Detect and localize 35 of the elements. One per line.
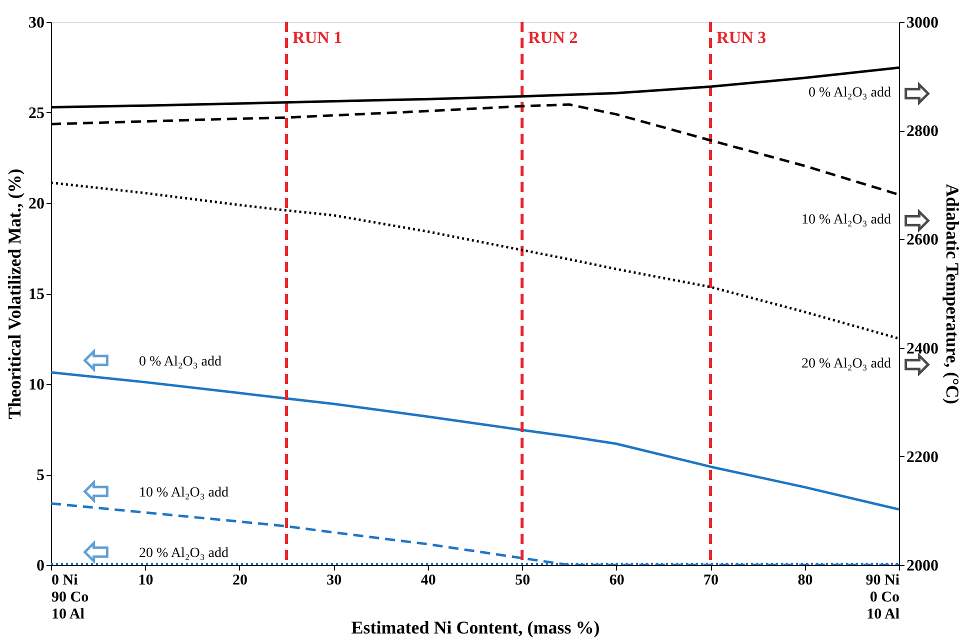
- annotation: 10 % Al₂O₃ add: [139, 485, 228, 500]
- y2-tick-label: 2600: [906, 232, 938, 249]
- x-tick-label: 80: [798, 572, 813, 588]
- y-axis-title: Theoritical Volatilized Mat., (%): [4, 168, 24, 420]
- annotation: 0 % Al₂O₃ add: [808, 86, 891, 101]
- y-tick-label: 5: [36, 467, 44, 484]
- x-tick-label: 70: [704, 572, 719, 588]
- y-tick-label: 10: [28, 376, 44, 394]
- x-tick-label: 0 Ni 90 Co 10 Al: [52, 572, 89, 622]
- x-tick-label: 40: [420, 572, 436, 588]
- annotation: 10 % Al₂O₃ add: [802, 212, 891, 228]
- y2-tick-label: 2000: [906, 558, 938, 574]
- y-tick-label: 30: [28, 14, 44, 32]
- ref-line-label: RUN 1: [292, 28, 342, 47]
- ref-line-label: RUN 2: [528, 28, 578, 47]
- x-tick-label: 30: [326, 572, 342, 588]
- y2-axis-title: Adiabatic Temperature, (°C): [942, 184, 962, 404]
- annotation: 20 % Al₂O₃ add: [802, 356, 891, 372]
- annotation: 20 % Al₂O₃ add: [139, 546, 228, 562]
- x-tick-label: 50: [515, 572, 530, 588]
- y2-tick-label: 2800: [906, 123, 938, 140]
- x-tick-label: 60: [609, 572, 624, 588]
- y2-tick-label: 2200: [906, 448, 938, 466]
- x-tick-label: 90 Ni 0 Co 10 Al: [866, 572, 900, 622]
- y-tick-label: 25: [28, 105, 44, 122]
- x-tick-label: 10: [138, 572, 154, 588]
- y-tick-label: 20: [28, 196, 44, 212]
- x-tick-label: 20: [232, 572, 248, 588]
- x-axis-title: Estimated Ni Content, (mass %): [351, 618, 600, 638]
- y2-tick-label: 2400: [906, 340, 938, 358]
- ref-line-label: RUN 3: [716, 28, 766, 47]
- annotation: 0 % Al₂O₃ add: [139, 354, 222, 370]
- y-tick-label: 0: [36, 558, 44, 574]
- y-tick-label: 15: [28, 286, 44, 303]
- y2-tick-label: 3000: [906, 14, 938, 32]
